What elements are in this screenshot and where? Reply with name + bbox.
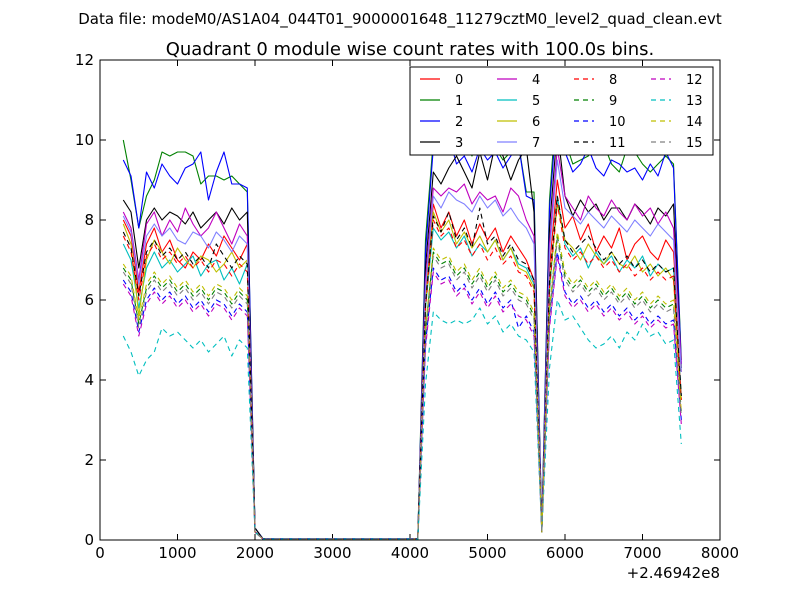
x-tick-label: 4000 (391, 544, 429, 562)
x-tick-label: 3000 (313, 544, 351, 562)
x-axis-ticks: 0 1000 2000 3000 4000 5000 6000 7000 8000 (95, 60, 739, 562)
x-tick-label: 1000 (158, 544, 196, 562)
legend-label-10: 10 (609, 115, 626, 130)
legend-label-12: 12 (686, 73, 703, 88)
series-line-15 (122, 239, 682, 540)
legend-label-11: 11 (609, 136, 626, 151)
data-file-label: Data file: modeM0/AS1A04_044T01_90000016… (78, 10, 722, 29)
y-tick-label: 4 (84, 371, 94, 389)
series-line-11 (122, 195, 682, 540)
legend-label-14: 14 (686, 115, 703, 130)
y-tick-label: 0 (84, 531, 94, 549)
series-layer (122, 91, 682, 540)
legend-label-13: 13 (686, 94, 703, 109)
x-tick-label: 0 (95, 544, 105, 562)
legend-label-6: 6 (532, 115, 540, 130)
legend-label-0: 0 (455, 73, 463, 88)
legend-label-7: 7 (532, 136, 540, 151)
y-tick-label: 2 (84, 451, 94, 469)
x-tick-label: 6000 (546, 544, 584, 562)
y-tick-label: 12 (75, 51, 94, 69)
legend-label-3: 3 (455, 136, 463, 151)
x-tick-label: 7000 (623, 544, 661, 562)
legend-label-2: 2 (455, 115, 463, 130)
y-tick-label: 10 (75, 131, 94, 149)
legend-label-15: 15 (686, 136, 703, 151)
x-tick-label: 2000 (236, 544, 274, 562)
x-axis-offset-label: +2.46942e8 (627, 564, 720, 582)
chart-title: Quadrant 0 module wise count rates with … (166, 39, 655, 60)
plot-frame (99, 59, 721, 541)
legend-label-5: 5 (532, 94, 540, 109)
y-tick-label: 6 (84, 291, 94, 309)
legend-label-4: 4 (532, 73, 540, 88)
legend-label-9: 9 (609, 94, 617, 109)
y-tick-label: 8 (84, 211, 94, 229)
legend-box (409, 66, 714, 156)
legend-label-8: 8 (609, 73, 617, 88)
x-tick-label: 5000 (468, 544, 506, 562)
legend-label-1: 1 (455, 94, 463, 109)
x-tick-label: 8000 (701, 544, 739, 562)
